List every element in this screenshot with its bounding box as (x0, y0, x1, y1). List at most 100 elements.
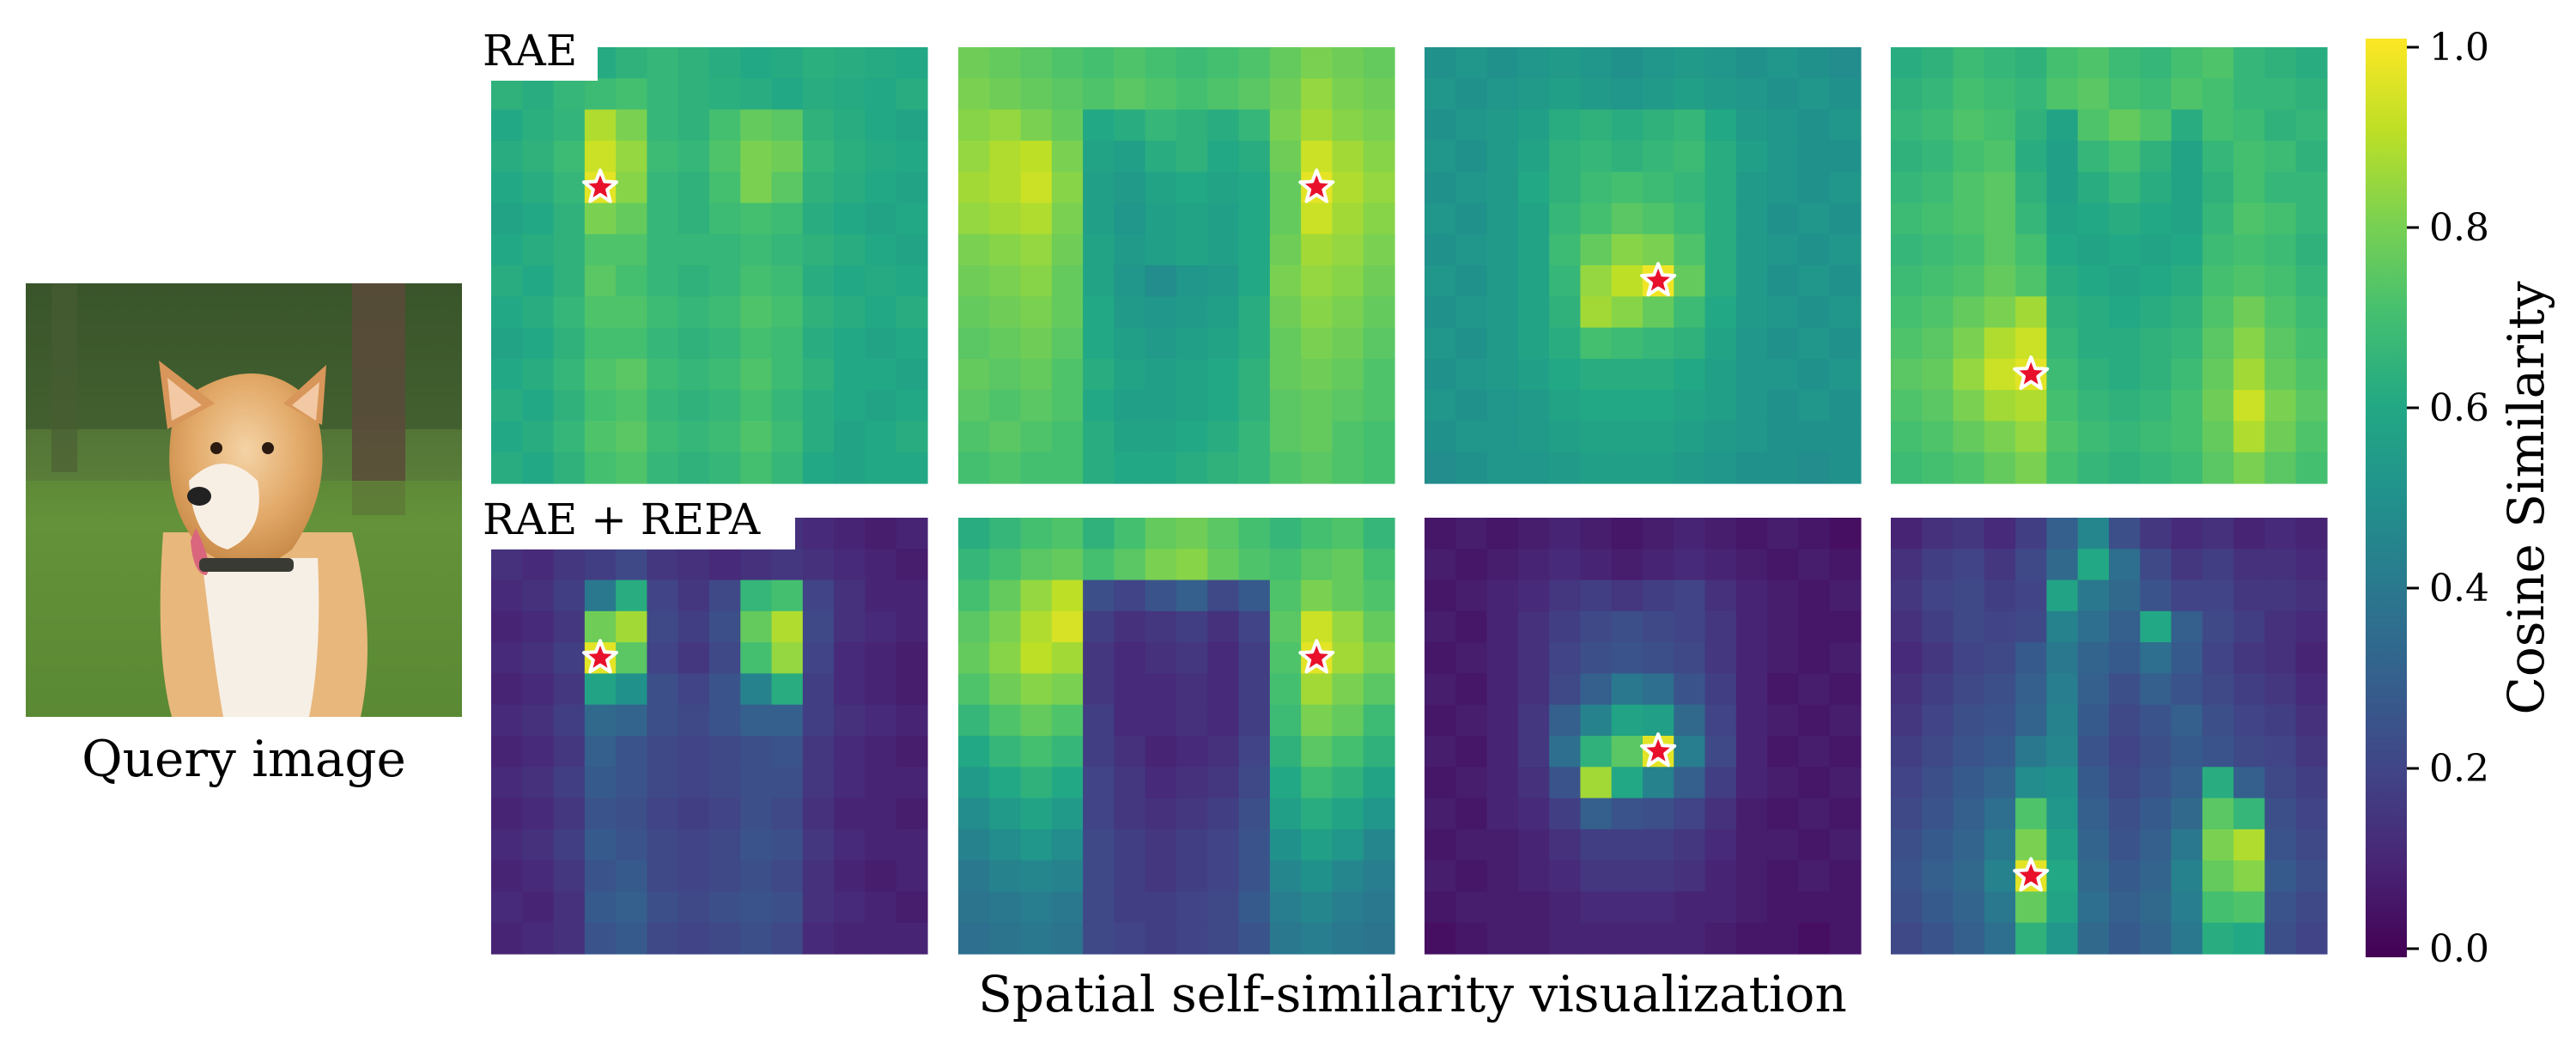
heatmap-cell (958, 327, 990, 360)
heatmap-cell (1486, 580, 1519, 612)
heatmap-cell (1020, 203, 1053, 235)
heatmap-cell (1798, 327, 1831, 360)
heatmap-cell (1269, 828, 1302, 861)
heatmap-cell (958, 234, 990, 266)
heatmap-cell (1363, 580, 1395, 612)
heatmap-cell (1891, 518, 1923, 549)
heatmap-cell (1425, 891, 1456, 924)
heatmap-cell (1517, 109, 1550, 142)
heatmap-cell (2264, 140, 2297, 173)
heatmap-cell (1269, 47, 1302, 79)
heatmap-cell (584, 673, 617, 706)
heatmap-cell (1238, 549, 1271, 581)
heatmap-cell (1767, 798, 1800, 830)
heatmap-cell (1238, 642, 1271, 675)
heatmap-cell (2046, 234, 2079, 266)
heatmap-cell (740, 798, 773, 830)
heatmap-cell (2233, 172, 2266, 204)
heatmap-cell (1922, 860, 1954, 893)
heatmap-cell (1643, 891, 1674, 924)
heatmap-cell (1455, 673, 1488, 706)
heatmap-cell (1051, 47, 1084, 79)
heatmap-cell (1363, 860, 1395, 893)
heatmap-cell (1953, 704, 1985, 737)
heatmap-cell (1020, 736, 1053, 768)
heatmap-cell (1704, 798, 1737, 830)
heatmap-cell (616, 922, 648, 955)
heatmap-cell (1332, 452, 1364, 484)
heatmap-cell (1767, 140, 1800, 173)
heatmap-cell (802, 78, 835, 111)
heatmap-cell (1051, 860, 1084, 893)
heatmap-cell (1922, 673, 1954, 706)
heatmap-cell (1611, 767, 1643, 799)
heatmap-cell (771, 767, 804, 799)
heatmap-cell (1922, 234, 1954, 266)
heatmap-cell (1207, 767, 1240, 799)
heatmap-cell (1301, 704, 1334, 737)
heatmap-cell (677, 704, 710, 737)
heatmap-cell (1083, 922, 1115, 955)
heatmap-cell (896, 828, 928, 861)
heatmap-cell (958, 580, 990, 612)
heatmap-cell (1332, 704, 1364, 737)
heatmap-cell (802, 265, 835, 297)
heatmap-cell (1517, 891, 1550, 924)
heatmap-cell (1735, 296, 1768, 329)
heatmap-cell (1674, 172, 1706, 204)
heatmap-cell (491, 358, 523, 391)
heatmap-cell (491, 452, 523, 484)
heatmap-cell (771, 828, 804, 861)
heatmap-cell (647, 922, 679, 955)
heatmap-cell (2077, 109, 2110, 142)
heatmap-cell (1891, 610, 1923, 643)
heatmap-cell (2233, 452, 2266, 484)
heatmap-cell (647, 798, 679, 830)
heatmap-cell (2202, 358, 2234, 391)
heatmap-cell (740, 358, 773, 391)
heatmap-cell (740, 172, 773, 204)
heatmap-cell (2295, 172, 2328, 204)
heatmap-cell (1425, 421, 1456, 453)
heatmap-cell (2046, 327, 2079, 360)
heatmap-cell (1953, 549, 1985, 581)
heatmap-cell (1984, 327, 2016, 360)
heatmap-cell (2202, 172, 2234, 204)
heatmap-cell (1674, 767, 1706, 799)
heatmap-cell (677, 78, 710, 111)
heatmap-cell (709, 580, 741, 612)
heatmap-cell (647, 265, 679, 297)
heatmap-cell (771, 47, 804, 79)
heatmap-cell (1425, 452, 1456, 484)
heatmap-cell (771, 642, 804, 675)
heatmap-cell (1207, 580, 1240, 612)
heatmap-cell (2140, 78, 2172, 111)
heatmap-cell (802, 549, 835, 581)
heatmap-cell (553, 736, 586, 768)
heatmap-cell (2295, 109, 2328, 142)
heatmap-cell (1984, 296, 2016, 329)
heatmap-cell (834, 265, 866, 297)
heatmap-cell (1145, 327, 1177, 360)
heatmap-cell (2046, 518, 2079, 549)
heatmap-cell (771, 891, 804, 924)
heatmap-cell (865, 390, 897, 422)
heatmap-cell (1238, 767, 1271, 799)
heatmap-cell (1455, 642, 1488, 675)
heatmap-cell (896, 234, 928, 266)
heatmap-cell (1580, 140, 1613, 173)
heatmap-cell (1269, 234, 1302, 266)
heatmap-cell (1207, 704, 1240, 737)
heatmap-cell (2295, 798, 2328, 830)
heatmap-cell (553, 203, 586, 235)
heatmap-cell (2015, 78, 2048, 111)
heatmap-cell (1145, 109, 1177, 142)
heatmap-cell (802, 140, 835, 173)
heatmap-cell (2171, 922, 2203, 955)
heatmap-cell (1704, 860, 1737, 893)
heatmap-cell (677, 860, 710, 893)
heatmap-cell (2015, 580, 2048, 612)
heatmap-cell (1425, 140, 1456, 173)
heatmap-cell (1455, 704, 1488, 737)
heatmap-cell (1114, 452, 1146, 484)
